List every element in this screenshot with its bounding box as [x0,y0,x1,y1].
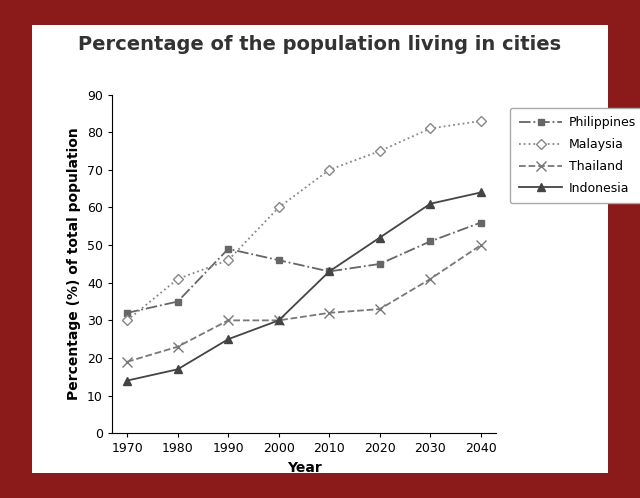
Malaysia [376,148,383,154]
Malaysia [124,317,131,323]
Malaysia [426,125,434,131]
Line: Thailand: Thailand [122,240,486,367]
Thailand [477,242,484,248]
Legend: Philippines, Malaysia, Thailand, Indonesia: Philippines, Malaysia, Thailand, Indones… [510,108,640,203]
Line: Malaysia: Malaysia [124,118,484,324]
Indonesia [325,268,333,274]
Thailand [174,344,182,350]
Line: Philippines: Philippines [124,219,484,316]
Philippines [225,246,232,252]
Indonesia [376,235,383,241]
Indonesia [124,377,131,383]
Malaysia [225,257,232,263]
Indonesia [275,317,283,323]
Thailand [376,306,383,312]
Philippines [124,310,131,316]
Philippines [325,268,333,274]
Malaysia [174,276,182,282]
Indonesia [426,201,434,207]
Indonesia [174,367,182,373]
Indonesia [477,189,484,195]
Thailand [275,317,283,323]
Text: Percentage of the population living in cities: Percentage of the population living in c… [79,35,561,54]
Thailand [426,276,434,282]
X-axis label: Year: Year [287,461,321,475]
Thailand [225,317,232,323]
Philippines [426,239,434,245]
Indonesia [225,336,232,342]
Philippines [477,220,484,226]
Philippines [275,257,283,263]
Malaysia [275,205,283,211]
Malaysia [477,118,484,124]
Philippines [376,261,383,267]
Malaysia [325,167,333,173]
Thailand [325,310,333,316]
Line: Indonesia: Indonesia [123,188,485,385]
Philippines [174,299,182,305]
Y-axis label: Percentage (%) of total population: Percentage (%) of total population [67,127,81,400]
Thailand [124,359,131,365]
